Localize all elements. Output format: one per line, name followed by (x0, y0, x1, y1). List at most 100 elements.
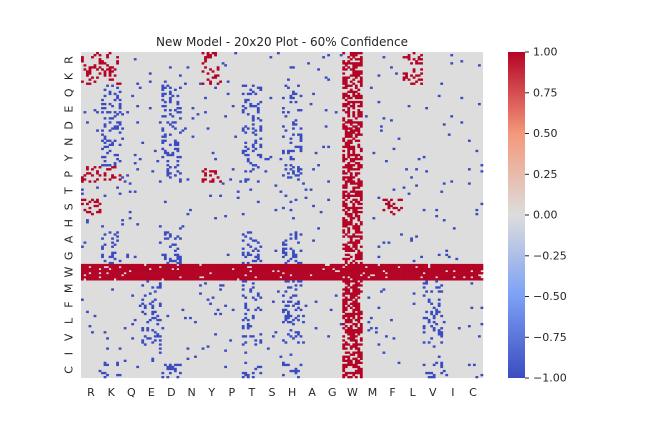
heatmap-cell (173, 259, 177, 263)
heatmap-cell (191, 278, 195, 281)
heatmap-cell (279, 355, 283, 358)
heatmap-cell (385, 270, 388, 273)
heatmap-cell (287, 176, 290, 179)
heatmap-cell (246, 127, 250, 130)
heatmap-cell (480, 202, 484, 206)
heatmap-cell (447, 274, 451, 277)
heatmap-cell (148, 318, 152, 322)
heatmap-cell (166, 267, 170, 271)
heatmap-cell (299, 135, 303, 138)
heatmap-cell (292, 170, 295, 173)
heatmap-cell (452, 263, 456, 267)
heatmap-cell (276, 272, 280, 275)
heatmap-cell (420, 58, 423, 61)
heatmap-cell (342, 274, 346, 277)
heatmap-cell (166, 174, 170, 177)
heatmap-cell (264, 270, 268, 273)
heatmap-cell (249, 290, 253, 293)
heatmap-cell (276, 276, 280, 279)
heatmap-cell (239, 274, 243, 277)
heatmap-cell (440, 263, 444, 267)
heatmap-cell (342, 292, 346, 295)
heatmap-cell (282, 255, 285, 259)
heatmap-cell (239, 276, 243, 279)
heatmap-cell (354, 229, 358, 232)
y-tick-label: E (63, 106, 76, 113)
heatmap-cell (395, 72, 398, 75)
heatmap-cell (329, 272, 333, 275)
heatmap-cell (334, 294, 338, 297)
heatmap-cell (405, 278, 408, 281)
heatmap-cell (98, 58, 102, 61)
heatmap-cell (294, 369, 298, 373)
heatmap-cell (186, 178, 190, 181)
heatmap-cell (349, 241, 353, 244)
heatmap-cell (352, 68, 356, 71)
heatmap-cell (304, 274, 308, 277)
heatmap-cell (324, 276, 328, 279)
heatmap-cell (324, 267, 328, 271)
heatmap-cell (289, 369, 293, 373)
heatmap-cell (349, 221, 353, 224)
heatmap-cell (108, 117, 112, 120)
heatmap-cell (186, 267, 190, 271)
heatmap-cell (417, 157, 421, 161)
heatmap-cell (352, 198, 356, 202)
heatmap-cell (83, 270, 87, 273)
heatmap-cell (254, 133, 258, 136)
heatmap-cell (359, 194, 363, 197)
heatmap-cell (402, 276, 406, 279)
heatmap-cell (181, 274, 185, 277)
heatmap-cell (96, 178, 99, 181)
heatmap-cell (417, 267, 421, 271)
heatmap-cell (349, 333, 353, 336)
heatmap-cell (176, 278, 180, 281)
heatmap-cell (138, 86, 142, 89)
heatmap-cell (299, 267, 303, 271)
heatmap-cell (186, 347, 190, 350)
heatmap-cell (457, 276, 461, 279)
heatmap-cell (214, 54, 217, 57)
heatmap-cell (299, 147, 303, 151)
heatmap-cell (352, 54, 356, 57)
heatmap-cell (377, 306, 381, 310)
heatmap-cell (297, 314, 300, 318)
heatmap-cell (141, 272, 145, 275)
heatmap-cell (377, 270, 381, 273)
heatmap-cell (324, 265, 328, 269)
heatmap-cell (349, 131, 353, 134)
heatmap-cell (93, 166, 97, 169)
heatmap-cell (430, 312, 434, 316)
heatmap-cell (282, 135, 285, 138)
heatmap-cell (359, 64, 363, 67)
heatmap-cell (349, 318, 353, 322)
heatmap-cell (118, 174, 122, 177)
heatmap-cell (457, 274, 461, 277)
heatmap-cell (249, 102, 253, 106)
heatmap-cell (354, 192, 358, 195)
heatmap-cell (209, 82, 212, 85)
heatmap-cell (312, 272, 315, 275)
heatmap-cell (352, 90, 356, 94)
heatmap-cell (344, 290, 348, 293)
heatmap-cell (415, 60, 418, 63)
heatmap-cell (349, 219, 353, 222)
heatmap-cell (158, 267, 162, 271)
heatmap-cell (204, 60, 207, 63)
heatmap-cell (359, 331, 363, 334)
heatmap-cell (133, 265, 137, 269)
heatmap-cell (189, 263, 192, 267)
heatmap-cell (143, 335, 147, 338)
heatmap-cell (457, 270, 461, 273)
heatmap-cell (460, 265, 464, 269)
heatmap-cell (359, 84, 363, 87)
heatmap-cell (201, 52, 205, 55)
heatmap-cell (342, 157, 346, 161)
heatmap-cell (118, 270, 122, 273)
heatmap-cell (422, 208, 426, 212)
heatmap-cell (292, 276, 295, 279)
heatmap-cell (349, 329, 353, 332)
heatmap-cell (342, 200, 346, 204)
heatmap-cell (342, 363, 346, 367)
